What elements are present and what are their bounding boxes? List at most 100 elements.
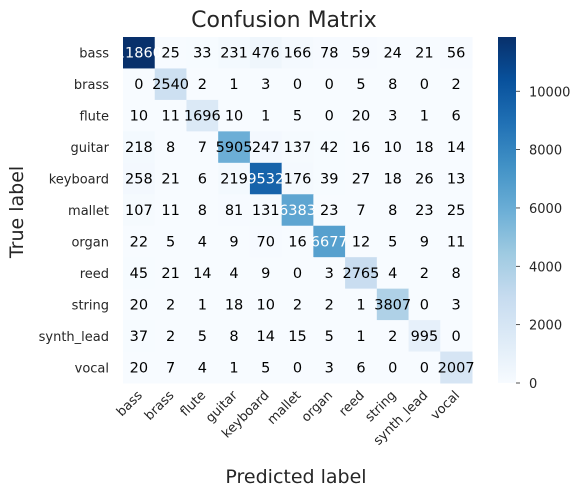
cell-value-label: 13 bbox=[447, 172, 465, 188]
cell-value-label: 9 bbox=[261, 266, 270, 282]
heatmap-cell bbox=[345, 68, 378, 101]
heatmap-cell bbox=[249, 131, 283, 164]
heatmap-cell bbox=[154, 225, 187, 258]
cell-value-label: 137 bbox=[284, 140, 312, 156]
cell-value-label: 26 bbox=[415, 172, 433, 188]
heatmap-cells bbox=[123, 37, 473, 384]
heatmap-cell bbox=[313, 131, 346, 164]
colorbar-tick-label: 6000 bbox=[529, 202, 562, 217]
y-tick-label: organ bbox=[71, 235, 109, 250]
cell-value-label: 0 bbox=[420, 360, 429, 376]
cell-value-label: 1 bbox=[229, 77, 238, 93]
cell-value-label: 2540 bbox=[152, 77, 189, 93]
cell-value-label: 5 bbox=[325, 329, 334, 345]
cell-value-label: 219 bbox=[220, 172, 248, 188]
y-tick-label: bass bbox=[79, 47, 109, 62]
heatmap-cell bbox=[281, 351, 314, 384]
heatmap-cell bbox=[281, 288, 314, 321]
heatmap-cell bbox=[154, 99, 187, 132]
cell-value-label: 45 bbox=[130, 266, 148, 282]
heatmap-cell bbox=[218, 320, 251, 353]
cell-value-label: 1696 bbox=[184, 109, 221, 125]
heatmap-cell bbox=[281, 162, 314, 195]
cell-value-label: 0 bbox=[325, 77, 334, 93]
cell-value-label: 7 bbox=[356, 203, 365, 219]
cell-value-label: 2 bbox=[388, 329, 397, 345]
cell-value-label: 6 bbox=[452, 109, 461, 125]
cell-value-label: 995 bbox=[411, 329, 439, 345]
colorbar-tick-label: 4000 bbox=[529, 260, 562, 275]
heatmap-cell bbox=[376, 194, 410, 227]
heatmap-cell bbox=[345, 320, 378, 353]
heatmap-cell bbox=[440, 131, 473, 164]
cell-value-label: 0 bbox=[388, 360, 397, 376]
heatmap-cell bbox=[281, 320, 314, 353]
heatmap-cell bbox=[281, 194, 314, 227]
cell-value-label: 6 bbox=[356, 360, 365, 376]
cell-value-label: 218 bbox=[125, 140, 153, 156]
cell-value-label: 59 bbox=[352, 46, 370, 62]
cell-value-label: 70 bbox=[257, 234, 275, 250]
heatmap-cell bbox=[218, 288, 251, 321]
cell-value-label: 56 bbox=[447, 46, 465, 62]
y-tick-label: guitar bbox=[70, 141, 109, 156]
cell-value-label: 37 bbox=[130, 329, 148, 345]
colorbar-tick-label: 2000 bbox=[529, 319, 562, 334]
heatmap-cell bbox=[249, 68, 283, 101]
colorbar-tick-label: 0 bbox=[529, 377, 537, 392]
cell-value-label: 11 bbox=[161, 203, 179, 219]
cell-value-label: 20 bbox=[130, 360, 148, 376]
heatmap-cell bbox=[186, 194, 219, 227]
cell-value-label: 6383 bbox=[279, 203, 316, 219]
heatmap-cell bbox=[313, 162, 346, 195]
cell-value-label: 10 bbox=[225, 109, 243, 125]
cell-value-label: 0 bbox=[420, 77, 429, 93]
cell-value-label: 20 bbox=[130, 297, 148, 313]
cell-value-label: 20 bbox=[352, 109, 370, 125]
heatmap-cell bbox=[313, 225, 346, 258]
heatmap-cell bbox=[408, 257, 441, 290]
cell-value-label: 0 bbox=[420, 297, 429, 313]
cell-value-label: 11860 bbox=[116, 46, 162, 62]
cell-value-label: 107 bbox=[125, 203, 153, 219]
heatmap-cell bbox=[186, 68, 219, 101]
cell-value-label: 2 bbox=[198, 77, 207, 93]
heatmap-cell bbox=[345, 257, 378, 290]
cell-value-label: 176 bbox=[284, 172, 312, 188]
cell-value-label: 39 bbox=[320, 172, 338, 188]
cell-value-label: 1 bbox=[198, 297, 207, 313]
cell-value-label: 3 bbox=[261, 77, 270, 93]
heatmap-cell bbox=[154, 162, 187, 195]
cell-value-label: 9532 bbox=[247, 172, 284, 188]
heatmap-cell bbox=[218, 194, 251, 227]
heatmap-cell bbox=[408, 320, 441, 353]
heatmap-cell bbox=[123, 351, 156, 384]
cell-value-label: 25 bbox=[447, 203, 465, 219]
cell-value-label: 6677 bbox=[311, 234, 348, 250]
heatmap-cell bbox=[281, 68, 314, 101]
heatmap-cell bbox=[376, 37, 410, 69]
heatmap-cell bbox=[123, 99, 156, 132]
heatmap-cell bbox=[186, 225, 219, 258]
y-tick-label: vocal bbox=[75, 361, 109, 376]
y-tick-label: string bbox=[72, 298, 109, 313]
heatmap-cell bbox=[249, 257, 283, 290]
cell-value-label: 21 bbox=[161, 172, 179, 188]
heatmap-cell bbox=[154, 194, 187, 227]
heatmap-cell bbox=[440, 351, 473, 384]
cell-value-label: 24 bbox=[383, 46, 401, 62]
cell-value-label: 2 bbox=[452, 77, 461, 93]
cell-value-label: 3 bbox=[325, 266, 334, 282]
heatmap-cell bbox=[154, 68, 187, 101]
heatmap-cell bbox=[313, 288, 346, 321]
heatmap-cell bbox=[249, 320, 283, 353]
cell-value-label: 3 bbox=[325, 360, 334, 376]
cell-value-label: 16 bbox=[288, 234, 306, 250]
heatmap-cell bbox=[154, 288, 187, 321]
heatmap-cell bbox=[281, 225, 314, 258]
heatmap-cell bbox=[313, 351, 346, 384]
heatmap-cell bbox=[440, 162, 473, 195]
heatmap-cell bbox=[376, 351, 410, 384]
